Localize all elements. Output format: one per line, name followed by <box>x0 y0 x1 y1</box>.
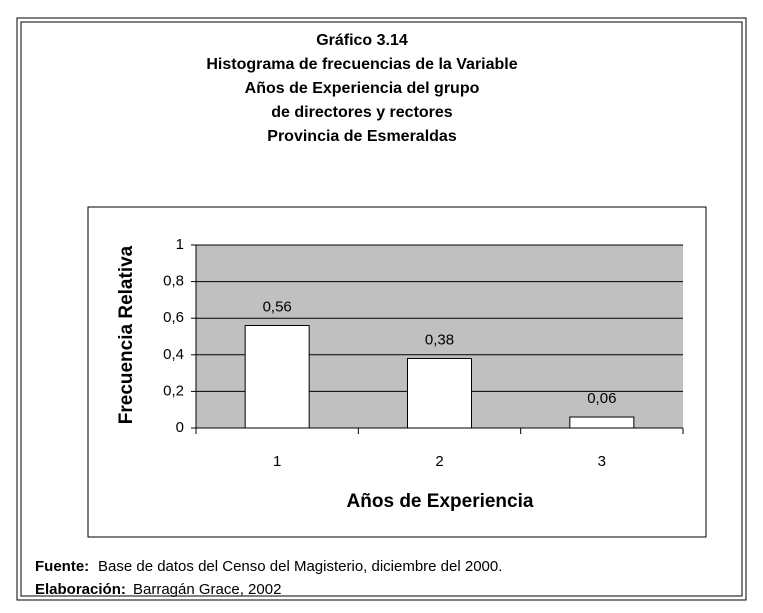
source: Base de datos del Censo del Magisterio, … <box>98 558 502 575</box>
x-tick-label: 2 <box>435 453 443 470</box>
bar <box>244 325 310 429</box>
chart-title: de directores y rectores <box>271 104 453 121</box>
source-label: Fuente: <box>35 558 89 575</box>
bar <box>569 416 635 429</box>
chart-title: Provincia de Esmeraldas <box>267 128 457 145</box>
chart-title: Gráfico 3.14 <box>316 32 408 49</box>
y-axis-label: Frecuencia Relativa <box>116 245 137 424</box>
credit: Barragán Grace, 2002 <box>133 581 281 598</box>
bar <box>407 357 472 429</box>
outer-frame <box>16 17 747 601</box>
inner-frame <box>20 21 743 597</box>
x-tick-label: 3 <box>598 453 606 470</box>
x-axis-label: Años de Experiencia <box>347 491 534 512</box>
data-label: 0,06 <box>587 390 616 407</box>
data-label: 0,56 <box>263 298 292 315</box>
chart-title: Años de Experiencia del grupo <box>245 80 480 97</box>
chart-title: Histograma de frecuencias de la Variable <box>206 56 517 73</box>
y-tick-label: 0,6 <box>163 309 184 326</box>
y-tick-label: 0,4 <box>163 346 184 363</box>
data-label: 0,38 <box>425 331 454 348</box>
y-tick-label: 0 <box>176 419 184 436</box>
y-tick-label: 1 <box>176 236 184 253</box>
credit-label: Elaboración: <box>35 581 126 598</box>
y-tick-label: 0,8 <box>163 273 184 290</box>
y-tick-label: 0,2 <box>163 382 184 399</box>
x-tick-label: 1 <box>273 453 281 470</box>
